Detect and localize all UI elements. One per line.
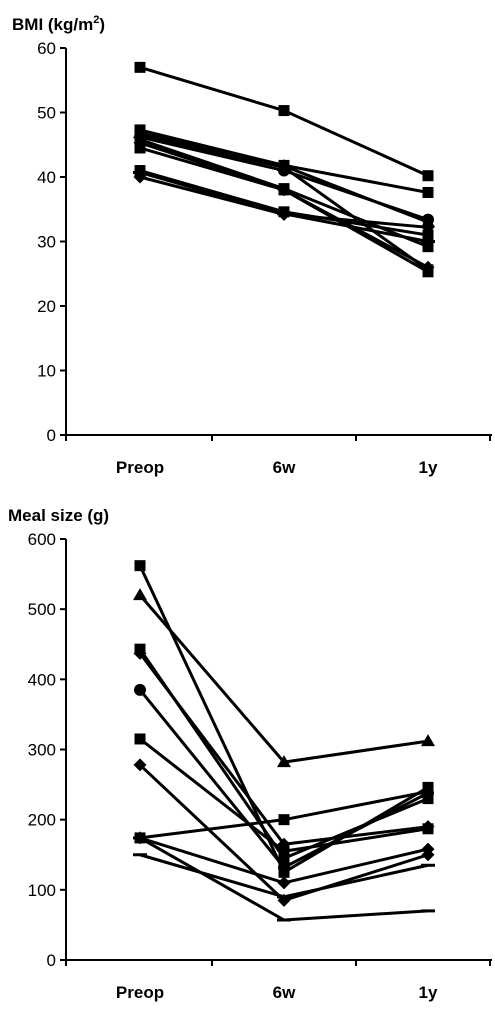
bmi-data-point (278, 105, 290, 117)
bmi-data-point (133, 170, 147, 184)
meal-size-y-tick-label: 300 (28, 741, 56, 760)
meal-size-data-point (277, 918, 291, 922)
bmi-y-tick-label: 60 (37, 39, 56, 58)
meal-size-data-points (133, 560, 435, 922)
meal-size-data-point (421, 863, 435, 867)
bmi-data-point (422, 186, 434, 198)
meal-size-data-point (277, 895, 291, 899)
bmi-x-tick-label: 1y (419, 458, 438, 477)
meal-size-data-point (278, 845, 290, 857)
bmi-data-point (422, 264, 434, 276)
bmi-y-tick-label: 50 (37, 104, 56, 123)
meal-size-y-tick-label: 100 (28, 881, 56, 900)
meal-size-data-point (133, 831, 147, 845)
meal-size-data-point (277, 755, 291, 768)
meal-size-axes: 0 100 200 300 400 500 600 Preop 6w 1y (28, 530, 492, 1002)
meal-size-data-point (421, 842, 435, 856)
meal-size-data-point (421, 734, 435, 747)
bmi-x-tick-label: 6w (273, 458, 296, 477)
bmi-chart: BMI (kg/m2) 0 10 20 30 40 50 60 Preop 6w 1y (12, 14, 492, 477)
meal-size-data-point (134, 683, 146, 696)
bmi-data-point (277, 207, 291, 221)
meal-size-chart: Meal size (g) 0 100 200 300 400 500 600 Preop 6w… (8, 506, 492, 1002)
meal-size-data-point (134, 560, 146, 572)
meal-size-data-point (277, 876, 291, 890)
bmi-data-point (422, 170, 434, 182)
meal-size-data-point (421, 909, 435, 913)
bmi-y-tick-label: 20 (37, 297, 56, 316)
meal-size-series-line (138, 648, 429, 860)
bmi-axes: 0 10 20 30 40 50 60 Preop 6w 1y (37, 39, 492, 477)
meal-size-data-point (133, 646, 147, 660)
bmi-data-point (278, 161, 290, 173)
meal-size-y-tick-label: 400 (28, 670, 56, 689)
bmi-y-tick-label: 10 (37, 362, 56, 381)
bmi-data-point (422, 213, 434, 226)
bmi-data-point (134, 129, 146, 141)
meal-size-y-tick-label: 200 (28, 811, 56, 830)
meal-size-chart-title: Meal size (g) (8, 506, 109, 525)
bmi-data-point (421, 240, 435, 243)
meal-size-data-point (278, 861, 290, 874)
bmi-data-point (421, 220, 435, 234)
meal-size-x-tick-label: 6w (273, 983, 296, 1002)
bmi-y-tick-label: 0 (47, 426, 56, 445)
bmi-x-tick-label: Preop (116, 458, 164, 477)
meal-size-series-line (138, 594, 429, 764)
meal-size-x-tick-label: 1y (419, 983, 438, 1002)
bmi-data-point (134, 61, 146, 73)
bmi-y-tick-label: 30 (37, 233, 56, 252)
bmi-data-point (422, 229, 434, 241)
meal-size-data-point (278, 852, 290, 864)
meal-size-y-tick-label: 0 (47, 951, 56, 970)
meal-size-data-point (133, 758, 147, 772)
meal-size-data-point (278, 814, 290, 826)
meal-size-data-point (133, 588, 147, 601)
meal-size-x-tick-label: Preop (116, 983, 164, 1002)
bmi-data-point (422, 241, 434, 253)
meal-size-data-point (133, 853, 147, 857)
bmi-y-tick-label: 40 (37, 168, 56, 187)
meal-size-data-point (422, 823, 434, 835)
meal-size-data-point (422, 786, 434, 798)
meal-size-y-tick-label: 500 (28, 600, 56, 619)
bmi-series-line (139, 169, 429, 237)
bmi-data-points (133, 61, 435, 278)
meal-size-series-line (138, 565, 429, 874)
meal-size-y-tick-label: 600 (28, 530, 56, 549)
meal-size-data-point (134, 733, 146, 745)
bmi-data-point (278, 184, 290, 196)
bmi-chart-title: BMI (kg/m2) (12, 14, 105, 34)
bmi-data-point (134, 142, 146, 154)
